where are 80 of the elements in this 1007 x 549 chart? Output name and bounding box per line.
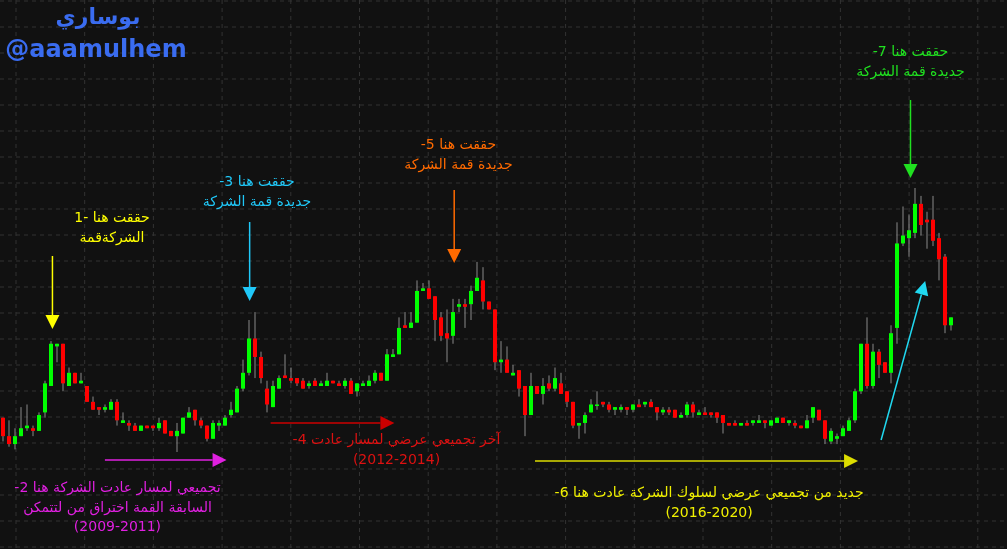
candlestick [187,406,191,419]
candlestick [655,406,659,421]
candlestick [637,398,641,408]
candlestick [217,419,221,432]
candlestick [919,195,923,237]
candlestick [343,377,347,390]
candlestick [475,261,479,292]
candlestick [325,372,329,387]
candlestick [709,411,713,419]
candlestick [355,382,359,398]
candlestick [31,425,35,437]
candlestick [307,380,311,390]
candlestick [421,282,425,292]
candlestick [37,411,41,432]
candlestick [457,298,461,313]
candlestick [571,401,575,429]
candlestick [793,419,797,429]
candlestick [403,311,407,329]
candlestick [931,195,935,247]
candlestick [19,406,23,437]
candlestick [553,367,557,392]
candlestick [103,403,107,413]
candlestick [271,380,275,408]
candlestick [433,295,437,342]
candlestick [175,422,179,453]
candlestick [235,385,239,413]
candlestick [679,411,683,419]
candlestick [97,406,101,416]
candlestick [559,372,563,395]
candlestick [229,401,233,419]
candlestick [721,414,725,435]
candlestick [619,403,623,413]
candlestick [409,311,413,329]
candlestick [613,406,617,416]
candlestick [703,406,707,416]
candlestick [463,298,467,329]
candlestick [115,398,119,427]
candlestick [577,422,581,440]
candlestick [877,348,881,379]
candlestick [751,419,755,427]
candlestick [949,316,953,332]
candlestick [625,406,629,416]
candlestick [121,411,125,424]
candlestick [289,367,293,384]
candlestick [241,359,245,392]
title: بوساري [55,3,141,32]
candlestick [127,419,131,432]
candlestick [7,419,11,448]
candlestick [595,390,599,411]
candlestick [745,419,749,427]
candlestick [763,419,767,429]
candlestick [427,279,431,300]
candlestick [439,311,443,342]
candlestick [547,374,551,392]
candlestick [505,345,509,374]
candlestick [211,419,215,440]
candlestick [253,311,257,379]
candlestick [451,298,455,345]
candlestick [517,369,521,398]
candlestick [691,401,695,419]
candlestick [757,414,761,424]
candlestick [937,232,941,281]
candlestick [265,380,269,413]
candlestick [13,427,17,450]
candlestick [823,419,827,445]
candlestick [835,433,839,445]
candlestick [469,285,473,321]
candlestick [481,266,485,310]
candlestick [715,411,719,424]
candlestick [445,308,449,363]
candlestick [541,377,545,405]
candlestick [367,374,371,387]
candlestick [391,348,395,358]
candlestick [733,419,737,427]
subtitle: @aaamulhem [5,34,187,65]
candlestick [157,417,161,432]
candlestick [787,419,791,427]
candlestick [907,213,911,258]
candlestick [583,411,587,435]
candlestick [259,351,263,384]
